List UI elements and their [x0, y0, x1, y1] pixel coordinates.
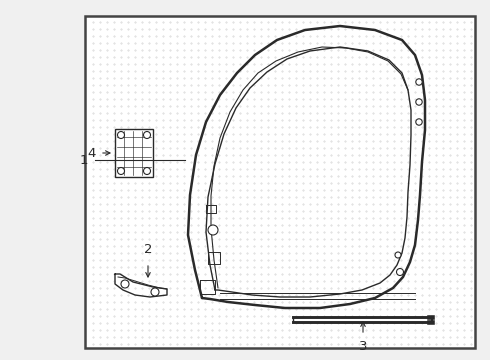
- Text: 1: 1: [79, 153, 88, 166]
- Circle shape: [396, 269, 403, 275]
- Bar: [85, 16, 475, 348]
- Circle shape: [144, 167, 150, 175]
- Circle shape: [151, 288, 159, 296]
- Circle shape: [118, 167, 124, 175]
- Circle shape: [118, 131, 124, 139]
- Circle shape: [144, 131, 150, 139]
- Text: 4: 4: [88, 147, 96, 159]
- Text: 2: 2: [144, 243, 152, 256]
- Circle shape: [121, 280, 129, 288]
- Circle shape: [208, 225, 218, 235]
- Circle shape: [395, 252, 401, 258]
- Circle shape: [416, 99, 422, 105]
- Text: 3: 3: [359, 340, 367, 353]
- Circle shape: [416, 79, 422, 85]
- Circle shape: [416, 119, 422, 125]
- Bar: [115, 129, 153, 177]
